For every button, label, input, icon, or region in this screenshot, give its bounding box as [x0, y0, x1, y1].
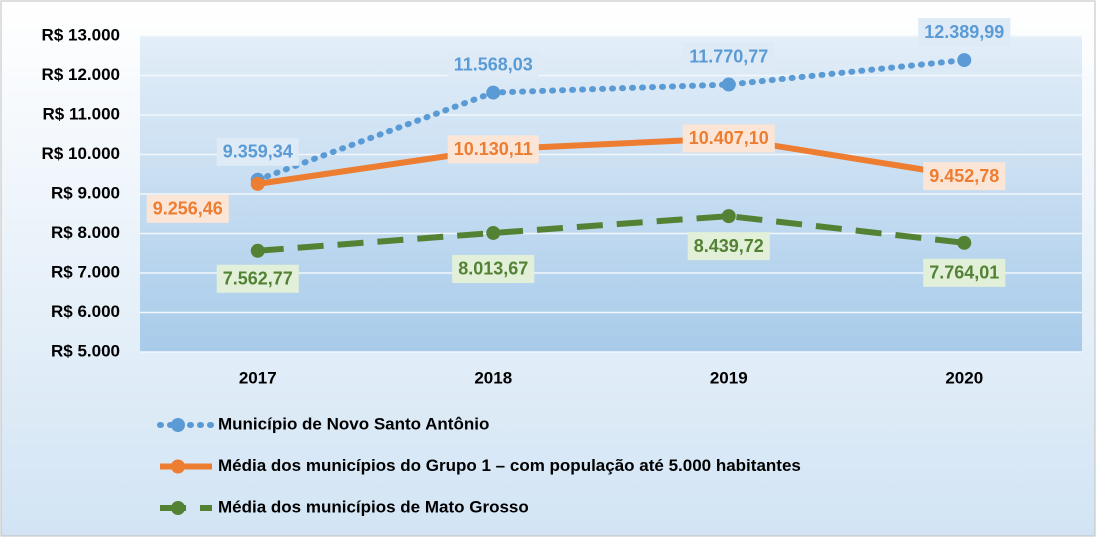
data-label: 9.359,34: [223, 142, 293, 162]
data-label: 11.568,03: [454, 54, 533, 74]
y-tick-label: R$ 7.000: [51, 262, 120, 281]
data-point: [721, 77, 736, 92]
x-tick-label: 2020: [945, 368, 983, 387]
data-label-bg: [146, 194, 229, 223]
y-tick-label: R$ 13.000: [42, 25, 120, 44]
legend-marker: [171, 459, 185, 474]
data-label-bg: [216, 264, 299, 293]
data-label-bg: [447, 50, 539, 79]
legend-label: Média dos municípios do Grupo 1 – com po…: [218, 456, 801, 475]
data-label: 8.439,72: [694, 236, 764, 256]
data-label: 10.130,11: [454, 139, 533, 159]
x-tick-label: 2017: [239, 368, 277, 387]
data-point: [486, 225, 501, 240]
y-tick-label: R$ 9.000: [51, 183, 120, 202]
y-tick-label: R$ 10.000: [42, 144, 120, 163]
data-label: 9.256,46: [153, 199, 223, 219]
x-tick-label: 2018: [474, 368, 512, 387]
data-label-bg: [447, 135, 539, 164]
data-label-bg: [687, 232, 770, 261]
data-point: [721, 209, 736, 224]
legend-marker: [171, 501, 185, 515]
data-label-bg: [683, 42, 775, 71]
y-tick-label: R$ 6.000: [51, 302, 120, 321]
data-label-bg: [452, 254, 535, 283]
y-tick-label: R$ 5.000: [51, 341, 120, 360]
data-point: [250, 176, 265, 191]
data-point: [250, 243, 265, 258]
y-tick-label: R$ 8.000: [51, 223, 120, 242]
legend-marker: [171, 418, 185, 432]
data-label-bg: [216, 137, 299, 166]
y-tick-label: R$ 12.000: [42, 65, 120, 84]
legend-label: Município de Novo Santo Antônio: [218, 414, 489, 433]
data-label: 12.389,99: [924, 22, 1004, 42]
series-line: [257, 135, 965, 187]
x-tick-label: 2019: [710, 368, 748, 387]
data-point: [486, 85, 501, 100]
data-label: 9.452,78: [929, 166, 999, 186]
data-label: 10.407,10: [689, 128, 769, 148]
data-label-bg: [923, 258, 1006, 287]
data-label-bg: [923, 162, 1006, 191]
data-label: 7.764,01: [929, 263, 999, 283]
y-tick-label: R$ 11.000: [42, 104, 120, 123]
data-point: [957, 235, 972, 250]
data-label-bg: [918, 18, 1011, 47]
data-label: 7.562,77: [223, 269, 293, 289]
series-line: [254, 57, 968, 183]
data-label: 8.013,67: [458, 259, 528, 279]
data-label: 11.770,77: [689, 46, 768, 66]
data-label-bg: [682, 124, 775, 153]
legend-label: Média dos municípios de Mato Grosso: [218, 497, 529, 516]
data-point: [957, 53, 972, 68]
